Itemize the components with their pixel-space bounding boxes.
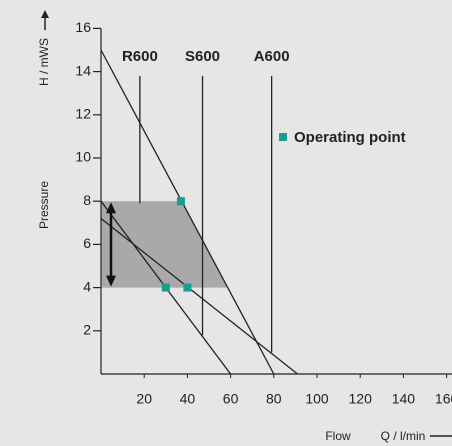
- x-tick-label: 40: [180, 391, 196, 407]
- y-tick-label: 6: [83, 235, 91, 251]
- x-tick-label: 80: [266, 391, 282, 407]
- x-axis-title: Flow: [325, 429, 351, 443]
- x-axis-label: Q / l/min: [381, 429, 426, 443]
- model-label: S600: [185, 48, 220, 65]
- y-tick-label: 12: [75, 106, 91, 122]
- y-axis-title: Pressure: [37, 181, 51, 229]
- pump-curve: [100, 49, 275, 375]
- pump-curve: [100, 217, 298, 375]
- y-tick-label: 4: [83, 278, 91, 294]
- y-tick-label: 8: [83, 192, 91, 208]
- x-tick-label: 120: [349, 391, 373, 407]
- y-tick-label: 10: [75, 149, 91, 165]
- range-band: [101, 201, 228, 288]
- model-label: A600: [254, 48, 290, 65]
- y-axis-arrowhead: [41, 10, 49, 18]
- model-label: R600: [122, 48, 158, 65]
- operating-point: [161, 283, 170, 292]
- x-tick-label: 60: [223, 391, 239, 407]
- x-tick-label: 160: [435, 391, 452, 407]
- x-tick-label: 20: [136, 391, 152, 407]
- range-arrowhead: [106, 275, 116, 287]
- operating-point: [183, 283, 192, 292]
- y-tick-label: 2: [83, 322, 91, 338]
- legend-swatch: [279, 133, 287, 141]
- y-tick-label: 14: [75, 62, 91, 78]
- y-tick-label: 16: [75, 19, 91, 35]
- legend-label: Operating point: [294, 129, 406, 146]
- operating-point: [176, 197, 185, 206]
- y-axis-label: H / mWS: [37, 38, 51, 86]
- x-tick-label: 100: [305, 391, 329, 407]
- range-arrowhead: [106, 202, 116, 214]
- x-tick-label: 140: [392, 391, 416, 407]
